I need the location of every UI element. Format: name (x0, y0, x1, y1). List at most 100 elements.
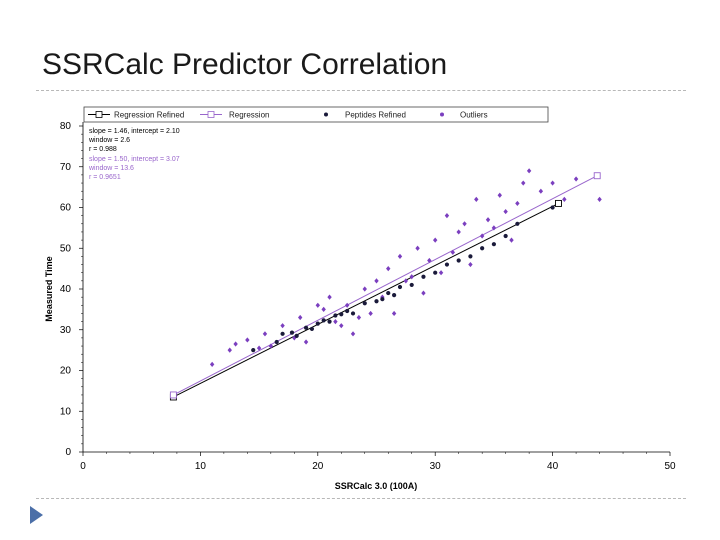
x-tick-label: 10 (195, 461, 207, 472)
data-points (209, 168, 602, 367)
outlier-point (521, 180, 526, 186)
outlier-point (509, 237, 514, 243)
bottom-divider (36, 498, 686, 499)
outlier-point (485, 217, 491, 223)
refined-peptide-point (374, 299, 379, 304)
refined-r-text: r = 0.988 (89, 146, 117, 153)
legend-label-regression-refined: Regression Refined (114, 111, 184, 120)
all-r-text: r = 0.9651 (89, 174, 121, 181)
regression-lines (169, 172, 601, 401)
outlier-point (391, 310, 397, 317)
refined-peptide-point (468, 254, 473, 259)
outlier-point (350, 331, 356, 337)
y-tick-label: 60 (60, 203, 72, 214)
outlier-point (245, 337, 250, 343)
y-tick-label: 0 (65, 447, 71, 458)
refined-peptide-point (444, 262, 450, 267)
outlier-point (227, 347, 232, 353)
refined-peptide-point (491, 242, 496, 247)
refined-peptide-point (515, 221, 520, 226)
refined-peptide-point (380, 297, 385, 302)
outlier-point (515, 200, 520, 207)
y-tick-label: 70 (60, 162, 72, 173)
outlier-point (280, 323, 285, 329)
regression-refined-line (173, 202, 559, 398)
y-tick-label: 50 (60, 243, 72, 254)
refined-peptide-point (409, 282, 414, 288)
outlier-point (497, 192, 502, 198)
outlier-point (550, 180, 555, 186)
refined-window-text: window = 2.6 (88, 137, 130, 144)
outlier-point (321, 306, 326, 312)
regression-endpoint-marker (593, 172, 601, 180)
x-axis-label: SSRCalc 3.0 (100A) (335, 481, 418, 491)
refined-peptide-point (294, 333, 299, 338)
slide-title: SSRCalc Predictor Correlation (42, 48, 448, 81)
refined-peptide-point (392, 293, 397, 298)
outlier-point (468, 261, 473, 268)
outlier-point (427, 257, 432, 264)
refined-peptide-point (333, 313, 338, 318)
outlier-point (444, 213, 450, 219)
refined-peptide-point (433, 270, 438, 275)
outlier-point (327, 294, 332, 300)
refined-peptide-point (339, 312, 344, 317)
outlier-point (562, 196, 567, 202)
outlier-point (209, 361, 215, 367)
refined-peptide-point (480, 246, 485, 251)
refined-slope-text: slope = 1.46, intercept = 2.10 (89, 128, 180, 135)
outlier-point (297, 314, 303, 321)
refined-peptide-point (397, 284, 403, 290)
refined-peptide-point (274, 339, 279, 345)
y-tick-label: 30 (60, 325, 72, 336)
outlier-point (268, 343, 274, 349)
outlier-point (456, 229, 461, 235)
outlier-point (315, 302, 320, 308)
outlier-point (538, 188, 544, 194)
all-window-text: window = 13.6 (88, 165, 134, 172)
outlier-point (474, 196, 479, 202)
refined-peptide-point (386, 290, 391, 296)
refined-peptide-point (362, 301, 367, 306)
outlier-point (368, 310, 373, 317)
outlier-point (233, 341, 238, 347)
outlier-point (479, 233, 485, 239)
outlier-point (397, 253, 403, 259)
x-tick-label: 0 (80, 461, 86, 472)
refined-peptide-point (251, 348, 256, 353)
refined-peptide-point (321, 318, 326, 323)
outlier-point (256, 345, 262, 351)
outlier-point (386, 266, 391, 272)
regression-endpoint-marker (169, 391, 177, 399)
outlier-point (362, 286, 367, 292)
regression-refined-endpoint-marker (555, 199, 562, 207)
outlier-point (403, 278, 409, 284)
y-tick-label: 20 (60, 366, 72, 377)
refined-peptide-point (503, 233, 508, 239)
outlier-point (374, 278, 379, 284)
refined-peptide-point (289, 330, 295, 335)
x-tick-label: 50 (664, 461, 676, 472)
outlier-point (450, 249, 456, 255)
outlier-point (333, 319, 338, 325)
y-tick-label: 10 (60, 406, 72, 417)
refined-peptide-point (315, 321, 320, 326)
outlier-point (421, 290, 426, 296)
regression-stats: slope = 1.46, intercept = 2.10 window = … (88, 128, 180, 181)
refined-peptide-point (280, 331, 285, 336)
all-slope-text: slope = 1.50, intercept = 3.07 (89, 156, 180, 163)
x-tick-label: 20 (312, 461, 324, 472)
outlier-point (597, 196, 602, 202)
refined-peptide-point (309, 326, 315, 332)
refined-peptide-point (350, 311, 356, 316)
next-slide-arrow-icon[interactable] (30, 506, 43, 524)
outlier-point (503, 208, 508, 215)
legend-label-peptides-refined: Peptides Refined (345, 111, 406, 120)
legend-label-outliers: Outliers (460, 111, 488, 120)
chart-axes: 0 10 20 30 40 50 0 10 20 30 40 50 60 70 80 (60, 121, 676, 472)
outlier-point (415, 245, 420, 251)
x-tick-label: 30 (430, 461, 442, 472)
legend-label-regression: Regression (229, 111, 269, 120)
outlier-point (344, 302, 350, 308)
